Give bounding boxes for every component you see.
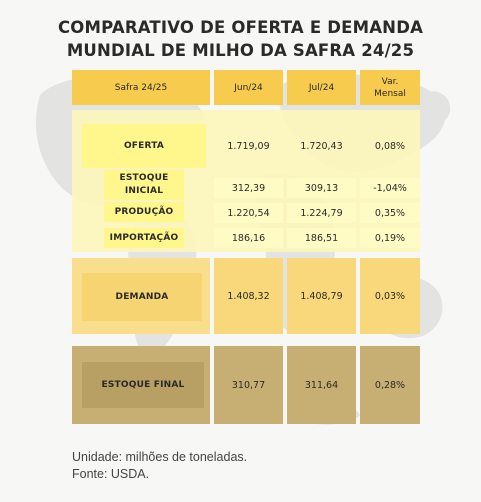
- row-demanda-label: DEMANDA: [82, 273, 202, 321]
- footer-unit: Unidade: milhões de toneladas.: [72, 450, 248, 464]
- header-var-label: Var. Mensal: [374, 76, 406, 99]
- header-safra: Safra 24/25: [72, 70, 210, 105]
- row-estoque-final-var: 0,28%: [360, 346, 420, 424]
- row-estoque-inicial-var: -1,04%: [360, 178, 420, 198]
- row-demanda-var: 0,03%: [360, 258, 420, 334]
- row-importacao-jun: 186,16: [214, 228, 283, 248]
- header-var: Var. Mensal: [360, 70, 420, 105]
- row-producao-var: 0,35%: [360, 203, 420, 223]
- row-importacao-jul: 186,51: [287, 228, 356, 248]
- row-estoque-final-jun: 310,77: [214, 346, 283, 424]
- row-oferta-label: OFERTA: [82, 124, 206, 168]
- row-demanda-jun: 1.408,32: [214, 258, 283, 334]
- row-oferta-jun: 1.719,09: [227, 140, 270, 152]
- row-oferta-var: 0,08%: [374, 140, 406, 152]
- row-producao-jul: 1.224,79: [287, 203, 356, 223]
- row-importacao-var: 0,19%: [360, 228, 420, 248]
- row-estoque-final-jul: 311,64: [287, 346, 356, 424]
- header-jul: Jul/24: [287, 70, 356, 105]
- title-line-2: MUNDIAL DE MILHO DA SAFRA 24/25: [66, 41, 415, 60]
- title-line-1: COMPARATIVO DE OFERTA E DEMANDA: [57, 18, 424, 37]
- chart-title: COMPARATIVO DE OFERTA E DEMANDA MUNDIAL …: [0, 16, 481, 62]
- row-estoque-inicial-label: ESTOQUE INICIAL: [104, 170, 184, 200]
- row-demanda-jul: 1.408,79: [287, 258, 356, 334]
- row-estoque-inicial-jun: 312,39: [214, 178, 283, 198]
- row-producao-jun: 1.220,54: [214, 203, 283, 223]
- row-oferta-jul: 1.720,43: [300, 140, 343, 152]
- footer-source: Fonte: USDA.: [72, 467, 150, 481]
- row-importacao-label: IMPORTAÇÃO: [104, 228, 184, 248]
- row-estoque-final-label: ESTOQUE FINAL: [82, 362, 204, 408]
- row-producao-label: PRODUÇÃO: [104, 202, 184, 222]
- header-jun: Jun/24: [214, 70, 283, 105]
- row-estoque-inicial-text: ESTOQUE INICIAL: [119, 173, 169, 196]
- row-estoque-inicial-jul: 309,13: [287, 178, 356, 198]
